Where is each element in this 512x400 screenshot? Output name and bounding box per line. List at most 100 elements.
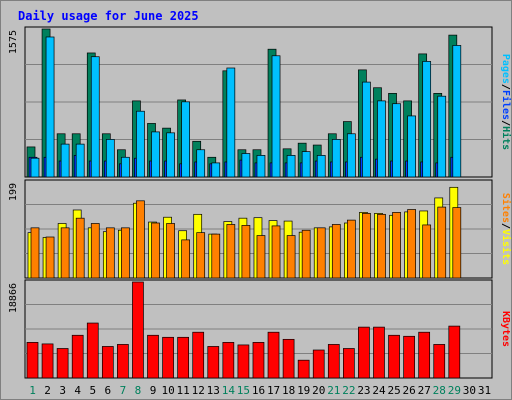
x-tick-label-day-15: 15: [237, 384, 250, 397]
panel-bottom-max-label: 18866: [8, 283, 19, 313]
x-tick-label-day-9: 9: [150, 384, 157, 397]
bar-pages-day-11: [181, 101, 190, 178]
bar-kbytes-day-14: [222, 342, 235, 379]
bar-kbytes-day-1: [26, 342, 39, 379]
panel-middle-max-label: 199: [8, 183, 19, 201]
legend-label: Sites: [500, 193, 512, 223]
bar-kbytes-day-15: [237, 344, 250, 379]
bar-kbytes-day-19: [297, 359, 310, 379]
bar-kbytes-day-13: [207, 346, 220, 379]
bar-kbytes-day-29: [448, 325, 461, 379]
bar-pages-day-23: [362, 81, 371, 178]
x-tick-label-day-11: 11: [177, 384, 190, 397]
bar-sites-day-5: [90, 223, 100, 279]
bar-kbytes-day-17: [267, 331, 280, 379]
panel-middle: 199 Sites/Visits: [8, 179, 512, 279]
bar-pages-day-18: [286, 155, 296, 178]
bar-sites-day-2: [45, 236, 55, 279]
x-tick-label-day-2: 2: [44, 384, 51, 397]
legend-label: Hits: [500, 126, 512, 150]
bar-sites-day-9: [151, 222, 160, 279]
bar-sites-day-20: [316, 227, 326, 279]
bar-kbytes-day-12: [192, 331, 205, 379]
x-tick-label-day-14: 14: [222, 384, 236, 397]
x-tick-label-day-1: 1: [29, 384, 36, 397]
legend-label: /: [500, 223, 511, 229]
bar-sites-day-18: [286, 235, 296, 279]
bar-pages-day-6: [105, 139, 115, 178]
bar-kbytes-day-3: [56, 348, 69, 379]
x-tick-label-day-26: 26: [403, 384, 416, 397]
bar-pages-day-21: [331, 139, 341, 178]
bar-sites-day-13: [211, 233, 221, 279]
bar-pages-day-29: [452, 45, 462, 178]
x-tick-label-day-16: 16: [252, 384, 265, 397]
bar-sites-day-6: [105, 227, 115, 279]
x-tick-label-day-3: 3: [59, 384, 66, 397]
bar-kbytes-day-25: [388, 334, 400, 379]
bar-pages-day-19: [301, 151, 311, 178]
legend-label: /: [500, 84, 511, 90]
bar-sites-day-4: [75, 217, 85, 279]
bar-pages-day-27: [422, 61, 432, 178]
bar-pages-day-9: [151, 131, 160, 178]
bar-pages-day-12: [196, 149, 206, 178]
bar-pages-day-5: [90, 56, 100, 178]
legend-label: KBytes: [500, 311, 511, 347]
x-tick-label-day-24: 24: [372, 384, 386, 397]
bar-sites-day-11: [181, 239, 190, 279]
bar-sites-day-14: [226, 224, 236, 279]
bar-pages-day-28: [437, 95, 447, 178]
bar-sites-day-25: [392, 212, 401, 279]
bar-sites-day-26: [407, 209, 416, 279]
bar-sites-day-8: [136, 200, 145, 279]
x-tick-label-day-10: 10: [161, 384, 174, 397]
bar-pages-day-3: [60, 143, 70, 178]
bar-pages-day-14: [226, 67, 236, 178]
legend-label: Pages: [500, 54, 511, 84]
x-tick-label-day-19: 19: [297, 384, 310, 397]
bar-kbytes-day-8: [132, 281, 144, 379]
bar-sites-day-19: [301, 229, 311, 279]
x-tick-label-day-4: 4: [74, 384, 81, 397]
x-tick-label-day-20: 20: [312, 384, 325, 397]
bar-sites-day-7: [121, 227, 130, 279]
x-tick-label-day-13: 13: [207, 384, 220, 397]
panel-bottom-legend: KBytes: [500, 311, 511, 347]
bar-kbytes-day-6: [101, 346, 114, 379]
bar-pages-day-16: [256, 155, 266, 178]
bar-sites-day-16: [256, 235, 266, 279]
legend-label: Files: [500, 90, 512, 120]
x-tick-label-day-21: 21: [327, 384, 340, 397]
bar-sites-day-21: [331, 224, 341, 279]
bar-pages-day-4: [75, 143, 85, 178]
bar-kbytes-day-11: [177, 336, 189, 379]
bar-kbytes-day-28: [433, 344, 446, 379]
bar-sites-day-27: [422, 224, 432, 279]
bar-kbytes-day-26: [403, 335, 415, 379]
legend-label: Visits: [500, 229, 512, 265]
bar-pages-day-24: [377, 100, 386, 178]
bar-kbytes-day-23: [358, 326, 370, 379]
bar-kbytes-day-7: [117, 344, 129, 379]
bar-pages-day-17: [271, 55, 281, 178]
legend-label: /: [500, 120, 511, 126]
bar-kbytes-day-20: [312, 349, 325, 379]
bar-pages-day-8: [136, 110, 145, 178]
bar-pages-day-25: [392, 103, 401, 178]
x-tick-label-day-28: 28: [433, 384, 446, 397]
bar-sites-day-12: [196, 232, 206, 279]
bar-kbytes-day-2: [41, 343, 54, 379]
x-tick-label-day-31: 31: [478, 384, 491, 397]
x-tick-label-day-17: 17: [267, 384, 280, 397]
bar-kbytes-day-10: [162, 336, 174, 379]
bar-pages-day-10: [166, 132, 175, 178]
x-tick-label-day-23: 23: [357, 384, 370, 397]
x-tick-label-day-5: 5: [89, 384, 96, 397]
panel-top-legend: Pages/Files/Hits: [500, 54, 512, 150]
bar-pages-day-2: [45, 36, 55, 178]
bar-kbytes-day-21: [327, 344, 340, 379]
bar-kbytes-day-24: [373, 326, 385, 379]
